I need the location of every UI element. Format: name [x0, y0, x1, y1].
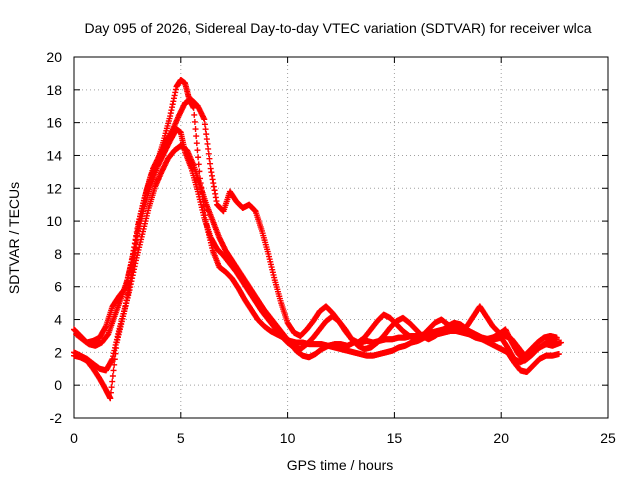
data-point-interp [111, 356, 118, 363]
series-trace-3 [71, 142, 562, 402]
x-tick-label: 5 [177, 430, 185, 446]
x-tick-label: 0 [70, 430, 78, 446]
y-tick-label: 4 [54, 312, 62, 328]
y-axis-title: SDTVAR / TECUs [6, 182, 22, 294]
x-tick-label: 15 [387, 430, 403, 446]
chart-title: Day 095 of 2026, Sidereal Day-to-day VTE… [84, 20, 591, 36]
data-point-interp [113, 345, 120, 352]
data-point-interp [111, 361, 118, 368]
data-point-interp [109, 372, 116, 379]
data-point-interp [193, 140, 200, 147]
data-point-interp [108, 384, 115, 391]
y-axis: -2 0 2 4 6 8 10 12 14 16 18 20 [46, 49, 608, 426]
data-point-interp [107, 389, 114, 396]
data-series [71, 76, 565, 402]
y-tick-label: 20 [46, 49, 62, 65]
data-point [553, 334, 560, 341]
series-trace-2 [71, 126, 560, 374]
x-tick-label: 10 [280, 430, 296, 446]
plot-frame [73, 56, 609, 419]
y-tick-label: 0 [54, 377, 62, 393]
data-point-interp [191, 118, 198, 125]
data-point-interp [112, 350, 119, 357]
data-point [107, 395, 114, 402]
data-point-interp [195, 154, 202, 161]
y-tick-label: 10 [46, 213, 62, 229]
data-point-interp [109, 378, 116, 385]
x-axis: 0 5 10 15 20 25 [70, 57, 616, 446]
x-axis-title: GPS time / hours [287, 457, 394, 473]
y-tick-label: -2 [50, 410, 63, 426]
data-point-interp [194, 147, 201, 154]
y-tick-label: 8 [54, 246, 62, 262]
grid [74, 57, 608, 418]
x-tick-label: 25 [600, 430, 616, 446]
series-trace-4 [73, 96, 560, 359]
y-tick-label: 18 [46, 82, 62, 98]
y-tick-label: 14 [46, 147, 62, 163]
y-tick-label: 2 [54, 344, 62, 360]
data-point [558, 339, 565, 346]
data-point-interp [192, 126, 199, 133]
y-tick-label: 6 [54, 279, 62, 295]
data-point-interp [110, 367, 117, 374]
x-tick-label: 20 [493, 430, 509, 446]
y-tick-label: 12 [46, 180, 62, 196]
data-point-interp [195, 161, 202, 168]
y-tick-label: 16 [46, 115, 62, 131]
data-point [555, 351, 562, 358]
data-point-interp [193, 133, 200, 140]
data-point-interp [191, 111, 198, 118]
